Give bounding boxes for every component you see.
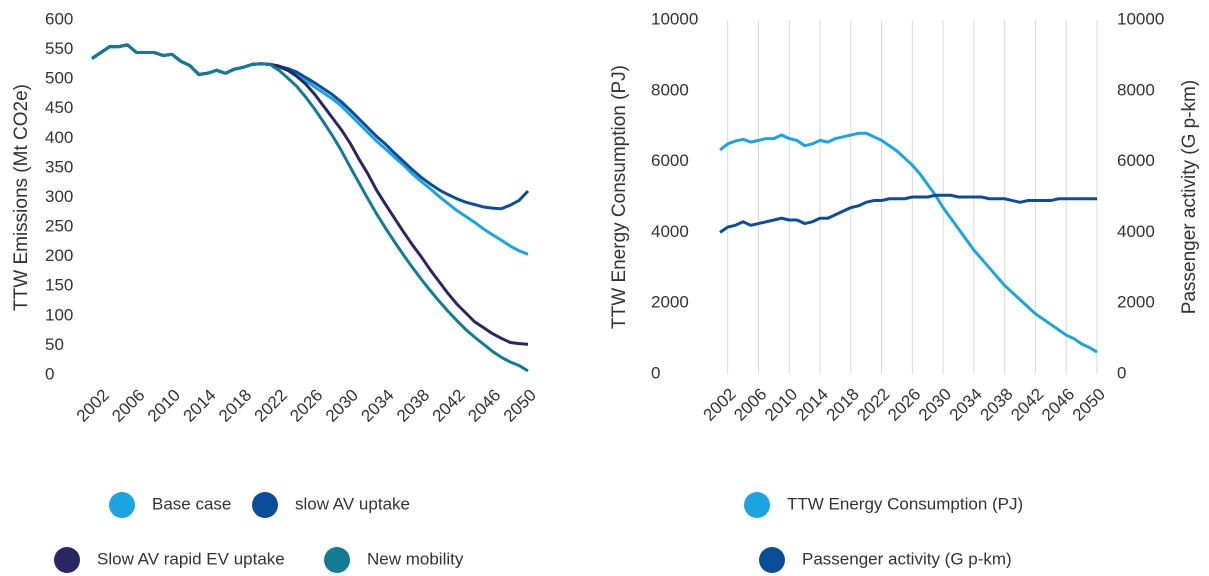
y-tick-label: 600 <box>45 9 73 28</box>
legend-marker <box>744 492 770 518</box>
legend-label: slow AV uptake <box>295 494 410 513</box>
series-line <box>91 43 529 346</box>
x-tick-label: 2050 <box>1069 385 1109 425</box>
legend-marker <box>54 547 80 573</box>
legend-label: New mobility <box>367 549 464 568</box>
x-tick-label: 2046 <box>464 386 504 426</box>
series-line <box>719 193 1097 234</box>
x-tick-label: 2038 <box>393 386 433 426</box>
legend-label: TTW Energy Consumption (PJ) <box>787 494 1023 513</box>
y-tick-label: 300 <box>45 187 73 206</box>
x-tick-label: 2026 <box>286 386 326 426</box>
y2-tick-label: 8000 <box>1117 80 1155 99</box>
legend-marker <box>324 547 350 573</box>
y-tick-label: 450 <box>45 98 73 117</box>
legend-label: Slow AV rapid EV uptake <box>97 549 285 568</box>
y-tick-label: 500 <box>45 69 73 88</box>
y-tick-label: 100 <box>45 305 73 324</box>
y-tick-label: 10000 <box>651 9 698 28</box>
y2-tick-label: 6000 <box>1117 151 1155 170</box>
y-tick-label: 6000 <box>651 151 689 170</box>
x-tick-label: 2002 <box>700 385 740 425</box>
y-tick-label: 2000 <box>651 293 689 312</box>
series-line <box>91 43 530 211</box>
legend-label: Passenger activity (G p-km) <box>802 549 1012 568</box>
x-tick-label: 2046 <box>1038 385 1078 425</box>
x-tick-label: 2006 <box>730 385 770 425</box>
legend-marker <box>759 547 785 573</box>
y-axis-title: TTW Energy Consumption (PJ) <box>609 65 630 329</box>
x-tick-label: 2002 <box>73 386 113 426</box>
series-line <box>91 43 529 256</box>
y-tick-label: 50 <box>45 335 64 354</box>
x-tick-label: 2022 <box>251 386 291 426</box>
x-tick-label: 2014 <box>792 385 832 425</box>
y2-tick-label: 4000 <box>1117 222 1155 241</box>
y-tick-label: 550 <box>45 39 73 58</box>
x-tick-label: 2034 <box>357 386 397 426</box>
series-line <box>91 43 529 373</box>
y-tick-label: 0 <box>651 363 660 382</box>
y-axis-title: TTW Emissions (Mt CO2e) <box>11 84 32 311</box>
y-tick-label: 8000 <box>651 80 689 99</box>
x-tick-label: 2022 <box>853 385 893 425</box>
x-tick-label: 2042 <box>429 386 469 426</box>
x-tick-label: 2014 <box>179 386 219 426</box>
x-tick-label: 2042 <box>1007 385 1047 425</box>
y-tick-label: 4000 <box>651 222 689 241</box>
x-tick-label: 2030 <box>915 385 955 425</box>
y-tick-label: 400 <box>45 128 73 147</box>
y-tick-label: 250 <box>45 217 73 236</box>
x-tick-label: 2018 <box>215 386 255 426</box>
y-tick-label: 200 <box>45 246 73 265</box>
x-tick-label: 2018 <box>823 385 863 425</box>
y2-tick-label: 0 <box>1117 363 1126 382</box>
series-line <box>719 131 1098 354</box>
x-tick-label: 2010 <box>761 385 801 425</box>
x-tick-label: 2006 <box>108 386 148 426</box>
y2-axis-title: Passenger activity (G p-km) <box>1179 80 1200 314</box>
y2-tick-label: 2000 <box>1117 293 1155 312</box>
x-tick-label: 2050 <box>500 386 540 426</box>
y-tick-label: 0 <box>45 364 54 383</box>
x-tick-label: 2038 <box>976 385 1016 425</box>
x-tick-label: 2010 <box>144 386 184 426</box>
y2-tick-label: 10000 <box>1117 9 1164 28</box>
legend-marker <box>252 492 278 518</box>
x-tick-label: 2030 <box>322 386 362 426</box>
legend-label: Base case <box>152 494 231 513</box>
x-tick-label: 2034 <box>946 385 986 425</box>
y-tick-label: 150 <box>45 276 73 295</box>
x-tick-label: 2026 <box>884 385 924 425</box>
y-tick-label: 350 <box>45 157 73 176</box>
legend-marker <box>109 492 135 518</box>
